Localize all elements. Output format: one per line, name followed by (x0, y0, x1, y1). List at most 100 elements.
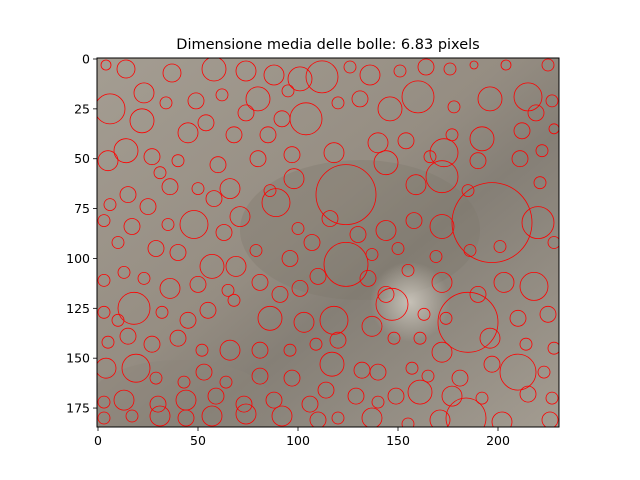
bubble-circle (133, 82, 155, 104)
bubble-circle (319, 305, 349, 335)
bubble-circle (375, 220, 397, 241)
bubble-circle (251, 367, 269, 385)
bubble-circle (365, 248, 379, 261)
y-tick-label: 25 (74, 101, 90, 116)
bubble-circle (511, 150, 529, 168)
bubble-circle (548, 123, 559, 135)
bubble-circle (451, 369, 469, 387)
bubble-circle (162, 63, 182, 83)
bubble-circle (229, 206, 251, 228)
bubble-circle (119, 327, 137, 345)
bubble-circle (413, 331, 427, 345)
bubble-circle (371, 395, 385, 409)
chart-title: Dimensione media delle bolle: 6.83 pixel… (176, 37, 479, 53)
bubble-circle (293, 311, 315, 333)
bubble-circle (179, 210, 209, 239)
bubble-circle (189, 275, 207, 293)
bubble-circle (195, 343, 209, 357)
bubble-circle (97, 395, 111, 409)
bubble-circle (201, 58, 227, 82)
bubble-circle (291, 279, 309, 297)
bubble-circle (97, 150, 119, 172)
bubble-circle (219, 375, 233, 389)
bubble-circle (533, 176, 547, 190)
bubble-circle (539, 305, 557, 323)
bubble-circle (407, 379, 433, 405)
bubble-circle (547, 236, 559, 249)
bubble-circle (237, 104, 255, 122)
bubble-circle (483, 355, 501, 373)
bubble-circle (97, 305, 111, 319)
bubble-circle (123, 218, 141, 235)
bubble-circle (443, 62, 457, 76)
bubble-circle (405, 361, 419, 375)
bubble-circle (149, 405, 171, 427)
bubble-circle (215, 224, 233, 241)
bubble-circle (500, 59, 512, 71)
bubble-circle (405, 174, 427, 196)
bubble-circle (221, 283, 235, 297)
bubble-circle (521, 206, 555, 240)
bubble-circle (187, 92, 205, 110)
bubble-circle (463, 244, 477, 257)
bubble-circle (401, 263, 415, 277)
bubble-circle (283, 343, 297, 357)
bubble-circle (100, 59, 112, 71)
bubble-circle (429, 138, 459, 168)
bubble-circle (205, 190, 223, 208)
bubble-circle (431, 271, 453, 293)
bubble-circle (113, 138, 139, 164)
bubble-circle (545, 94, 559, 108)
y-tick-label: 50 (74, 151, 90, 166)
bubble-circle (225, 126, 243, 144)
bubble-circle (331, 411, 345, 425)
y-tick-label: 175 (66, 401, 90, 416)
bubble-circle (281, 250, 299, 267)
y-tick-label: 100 (66, 251, 90, 266)
bubble-circle (287, 66, 313, 92)
bubble-circle (469, 126, 495, 152)
bubble-circle (391, 242, 405, 255)
bubble-circle (119, 186, 137, 204)
bubble-circle (171, 154, 185, 168)
bubble-circle (117, 291, 151, 325)
bubble-circle (445, 397, 487, 427)
bubble-circle (377, 96, 403, 122)
bubble-circle (195, 363, 213, 381)
bubble-circle (197, 114, 215, 132)
bubble-circle (177, 122, 199, 144)
bubble-circle (421, 369, 435, 383)
x-tick-label: 100 (286, 433, 310, 448)
bubble-circle (393, 64, 407, 78)
bubble-circle (323, 241, 369, 287)
bubble-circle (545, 391, 559, 405)
bubble-circle (199, 253, 225, 279)
bubble-circle (431, 341, 453, 363)
bubble-circle (121, 353, 151, 383)
bubble-circle (263, 184, 277, 198)
bubble-circle (97, 273, 111, 287)
bubble-circle (273, 110, 291, 128)
x-tick-label: 0 (94, 433, 102, 448)
bubble-circle (125, 409, 139, 423)
bubble-circle (401, 80, 435, 114)
bubble-circle (271, 285, 289, 303)
bubble-circle (235, 60, 257, 82)
bubble-circle (113, 389, 135, 411)
bubble-circle (477, 86, 503, 112)
bubble-circle (367, 132, 389, 154)
bubble-circle (493, 240, 507, 253)
bubble-circle (169, 244, 187, 261)
bubble-circle (191, 182, 205, 196)
bubble-circle (437, 291, 499, 353)
bubble-circle (283, 146, 301, 164)
bubble-circle (519, 271, 549, 301)
bubble-circle (249, 150, 267, 168)
bubble-circle (429, 250, 443, 263)
bubble-circle (251, 273, 269, 291)
bubble-circle (479, 327, 501, 349)
bubble-circle (387, 387, 405, 405)
bubble-circle (143, 335, 161, 353)
bubble-circle (377, 285, 395, 303)
